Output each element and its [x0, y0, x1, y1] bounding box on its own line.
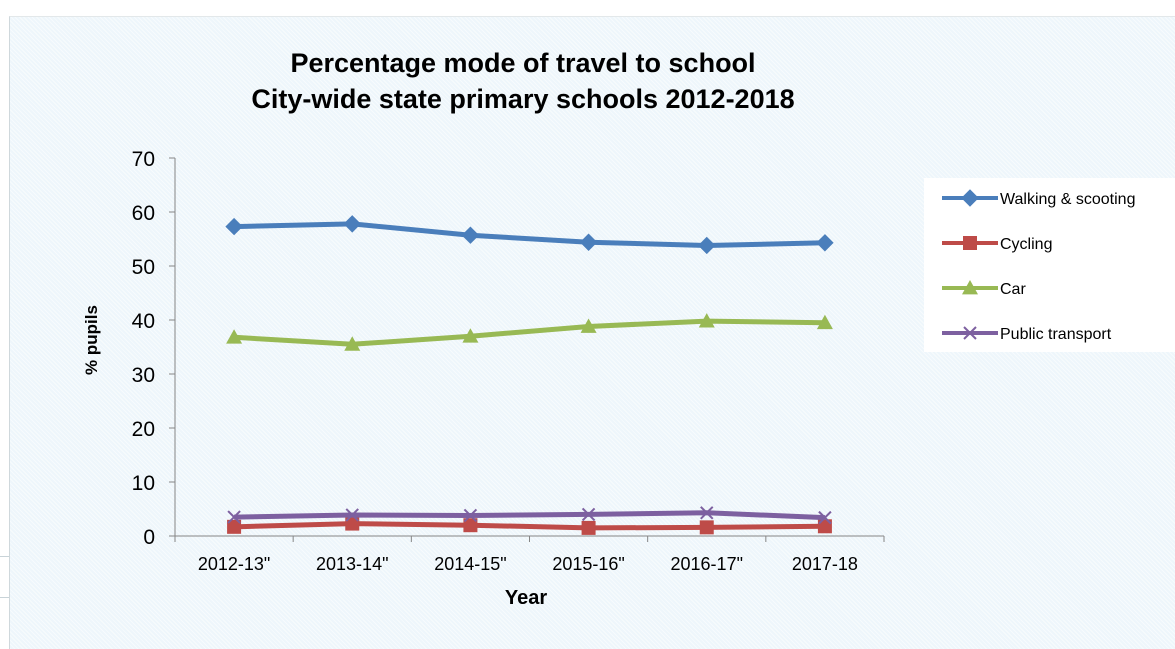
- y-tick-label: 10: [132, 472, 155, 495]
- y-axis-title: % pupils: [82, 305, 101, 375]
- series-cycling: [227, 516, 832, 535]
- y-tick-label: 40: [132, 310, 155, 333]
- x-tick-label: 2016-17": [671, 554, 743, 574]
- x-tick-label: 2017-18: [792, 554, 858, 574]
- legend-marker: [963, 326, 977, 340]
- legend-label: Walking & scooting: [1000, 191, 1135, 208]
- y-axis-ticks: 0 10 20 30 40 50 60 70: [132, 148, 175, 549]
- data-point-public-transport: [700, 506, 714, 520]
- x-tick-label: 2012-13": [198, 554, 270, 574]
- series-line-walking-scooting: [234, 221, 825, 248]
- series-line-cycling: [234, 521, 825, 531]
- x-tick-label: 2015-16": [552, 554, 624, 574]
- data-point-car: [816, 314, 833, 330]
- data-point-public-transport: [818, 510, 832, 525]
- legend-label: Cycling: [1000, 236, 1052, 253]
- data-point-cycling: [345, 516, 360, 531]
- legend-marker: [963, 236, 977, 250]
- legend-label: Car: [1000, 281, 1026, 298]
- y-tick-label: 20: [132, 418, 155, 441]
- data-point-cycling: [699, 520, 714, 535]
- legend-marker: [961, 189, 979, 207]
- legend-item-public-transport: Public transport: [942, 326, 1112, 343]
- series-layer: [225, 215, 834, 535]
- legend: Walking & scooting Cycling Car Public trans…: [924, 178, 1175, 352]
- data-point-car: [580, 318, 597, 333]
- legend-label: Public transport: [1000, 326, 1112, 343]
- y-tick-label: 0: [143, 526, 155, 549]
- legend-box: [924, 178, 1175, 352]
- data-point-car: [226, 329, 243, 344]
- data-point-cycling: [817, 519, 832, 534]
- series-line-public-transport: [234, 510, 826, 521]
- data-point-public-transport: [227, 510, 241, 524]
- y-tick-label: 50: [132, 256, 155, 279]
- data-point-walking-scooting: [343, 215, 361, 233]
- legend-marker: [962, 280, 978, 295]
- data-point-walking-scooting: [698, 236, 716, 255]
- series-car: [226, 313, 833, 351]
- data-point-public-transport: [581, 507, 596, 522]
- data-point-public-transport: [463, 508, 478, 523]
- data-point-walking-scooting: [579, 233, 598, 251]
- data-point-walking-scooting: [225, 217, 243, 236]
- chart-title: Percentage mode of travel to school: [290, 48, 755, 78]
- x-tick-label: 2014-15": [434, 554, 506, 574]
- legend-item-car: Car: [942, 280, 1026, 298]
- y-tick-label: 60: [132, 202, 155, 225]
- data-point-cycling: [463, 518, 478, 533]
- data-point-walking-scooting: [816, 234, 834, 252]
- x-axis-title: Year: [505, 587, 547, 609]
- data-point-walking-scooting: [461, 226, 480, 244]
- legend-item-cycling: Cycling: [942, 236, 1052, 253]
- y-tick-label: 30: [132, 364, 155, 387]
- data-point-car: [344, 336, 361, 351]
- data-point-cycling: [581, 520, 596, 535]
- y-tick-label: 70: [132, 148, 155, 171]
- data-point-cycling: [227, 519, 242, 534]
- data-point-car: [462, 328, 479, 343]
- left-edge-line-upper: [0, 556, 9, 557]
- chart-subtitle: City-wide state primary schools 2012-201…: [251, 84, 794, 114]
- left-edge-line-lower: [0, 597, 9, 598]
- data-point-public-transport: [345, 508, 359, 522]
- series-line-car: [233, 318, 825, 347]
- series-public-transport: [227, 506, 832, 525]
- x-tick-label: 2013-14": [316, 554, 388, 574]
- x-axis-ticks: 2012-13" 2013-14" 2014-15" 2015-16" 2016-17"…: [174, 536, 885, 574]
- legend-item-walking-scooting: Walking & scooting: [942, 189, 1135, 208]
- series-walking-scooting: [225, 215, 834, 255]
- data-point-car: [698, 313, 715, 328]
